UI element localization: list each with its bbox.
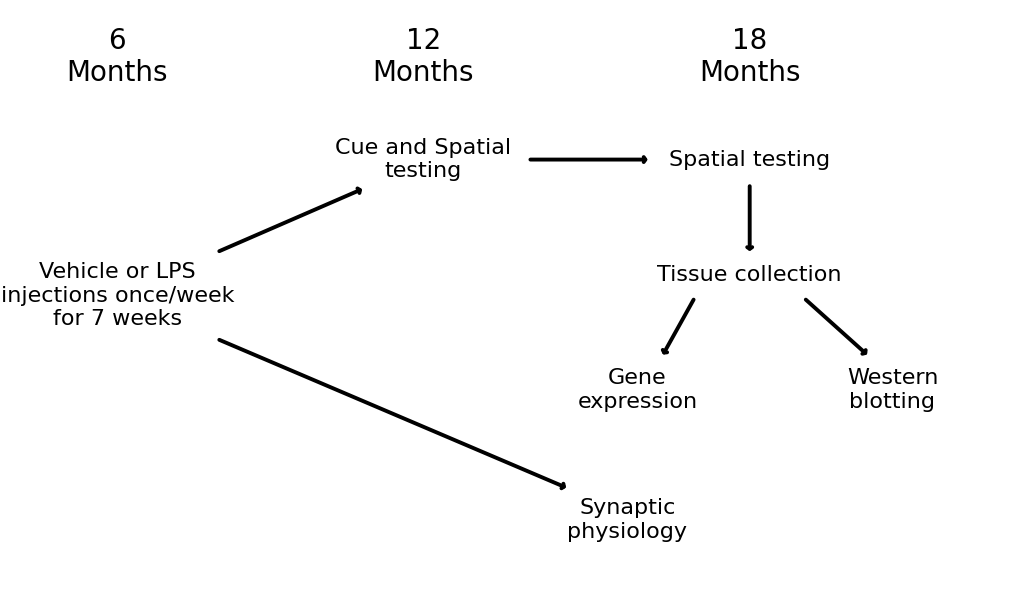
Text: 6
Months: 6 Months	[66, 27, 168, 87]
Text: Tissue collection: Tissue collection	[657, 265, 841, 285]
Text: 18
Months: 18 Months	[698, 27, 800, 87]
Text: Western
blotting: Western blotting	[846, 368, 937, 412]
Text: Synaptic
physiology: Synaptic physiology	[567, 498, 687, 542]
Text: Spatial testing: Spatial testing	[668, 150, 829, 170]
Text: 12
Months: 12 Months	[372, 27, 474, 87]
Text: Vehicle or LPS
injections once/week
for 7 weeks: Vehicle or LPS injections once/week for …	[1, 262, 233, 329]
Text: Cue and Spatial
testing: Cue and Spatial testing	[335, 138, 511, 181]
Text: Gene
expression: Gene expression	[577, 368, 697, 412]
